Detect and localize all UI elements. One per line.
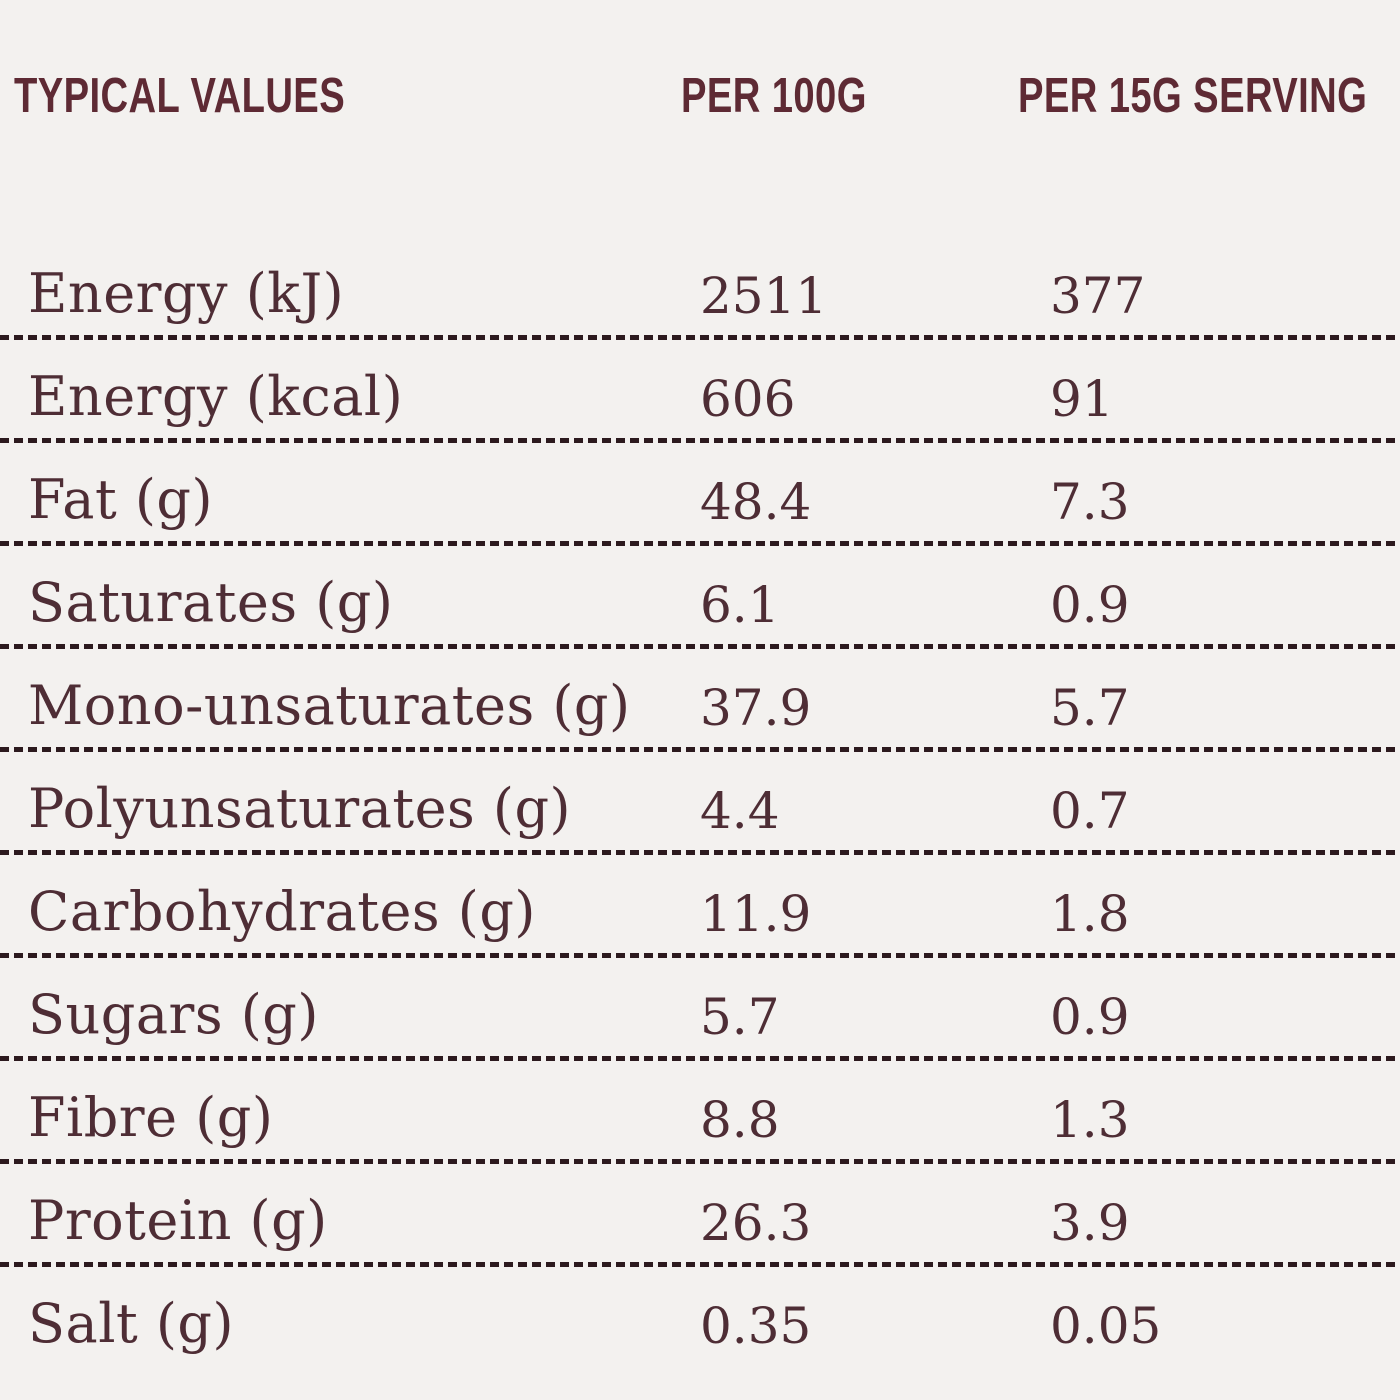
row-value-per-15g-serving: 3.9	[1050, 1193, 1130, 1252]
table-row: Saturates (g) 6.1 0.9	[0, 546, 1400, 649]
row-value-per-100g: 6.1	[700, 575, 780, 634]
row-value-per-100g: 26.3	[700, 1193, 812, 1252]
row-value-per-100g: 8.8	[700, 1090, 780, 1149]
table-row: Salt (g) 0.35 0.05	[0, 1267, 1400, 1370]
row-value-per-15g-serving: 0.7	[1050, 781, 1130, 840]
table-row: Energy (kcal) 606 91	[0, 340, 1400, 443]
row-nutrient-label: Mono-unsaturates (g)	[28, 674, 631, 737]
row-value-per-15g-serving: 7.3	[1050, 472, 1130, 531]
row-nutrient-label: Fibre (g)	[28, 1086, 274, 1149]
header-per-15g-serving-label: PER 15G SERVING	[1018, 69, 1368, 123]
header-per-100g: PER 100G	[681, 69, 1018, 124]
table-row: Carbohydrates (g) 11.9 1.8	[0, 855, 1400, 958]
table-row: Protein (g) 26.3 3.9	[0, 1164, 1400, 1267]
row-nutrient-label: Energy (kJ)	[28, 262, 345, 325]
row-nutrient-label: Salt (g)	[28, 1292, 235, 1355]
row-value-per-100g: 2511	[700, 266, 828, 325]
row-nutrient-label: Protein (g)	[28, 1189, 328, 1252]
table-row: Sugars (g) 5.7 0.9	[0, 958, 1400, 1061]
table-row: Fat (g) 48.4 7.3	[0, 443, 1400, 546]
row-value-per-15g-serving: 0.9	[1050, 987, 1130, 1046]
row-value-per-15g-serving: 1.3	[1050, 1090, 1130, 1149]
row-value-per-15g-serving: 377	[1050, 266, 1146, 325]
row-value-per-15g-serving: 5.7	[1050, 678, 1130, 737]
row-value-per-100g: 5.7	[700, 987, 780, 1046]
row-nutrient-label: Fat (g)	[28, 468, 214, 531]
table-row: Mono-unsaturates (g) 37.9 5.7	[0, 649, 1400, 752]
row-value-per-100g: 4.4	[700, 781, 780, 840]
table-row: Fibre (g) 8.8 1.3	[0, 1061, 1400, 1164]
row-nutrient-label: Energy (kcal)	[28, 365, 404, 428]
row-nutrient-label: Polyunsaturates (g)	[28, 777, 572, 840]
row-value-per-15g-serving: 91	[1050, 369, 1114, 428]
row-value-per-100g: 48.4	[700, 472, 812, 531]
row-value-per-15g-serving: 0.9	[1050, 575, 1130, 634]
table-row: Energy (kJ) 2511 377	[0, 237, 1400, 340]
row-nutrient-label: Carbohydrates (g)	[28, 880, 536, 943]
header-typical-values-label: TYPICAL VALUES	[14, 69, 346, 123]
row-value-per-100g: 606	[700, 369, 796, 428]
header-per-15g-serving: PER 15G SERVING	[1018, 69, 1400, 124]
header-per-100g-label: PER 100G	[681, 69, 867, 123]
row-value-per-15g-serving: 1.8	[1050, 884, 1130, 943]
row-nutrient-label: Saturates (g)	[28, 571, 394, 634]
header-typical-values: TYPICAL VALUES	[14, 69, 681, 124]
row-value-per-100g: 37.9	[700, 678, 812, 737]
row-nutrient-label: Sugars (g)	[28, 983, 319, 1046]
row-value-per-15g-serving: 0.05	[1050, 1296, 1162, 1355]
row-value-per-100g: 11.9	[700, 884, 812, 943]
nutrition-table-header: TYPICAL VALUES PER 100G PER 15G SERVING	[0, 69, 1400, 124]
row-value-per-100g: 0.35	[700, 1296, 812, 1355]
table-row: Polyunsaturates (g) 4.4 0.7	[0, 752, 1400, 855]
nutrition-table-body: Energy (kJ) 2511 377 Energy (kcal) 606 91 Fat …	[0, 237, 1400, 1370]
